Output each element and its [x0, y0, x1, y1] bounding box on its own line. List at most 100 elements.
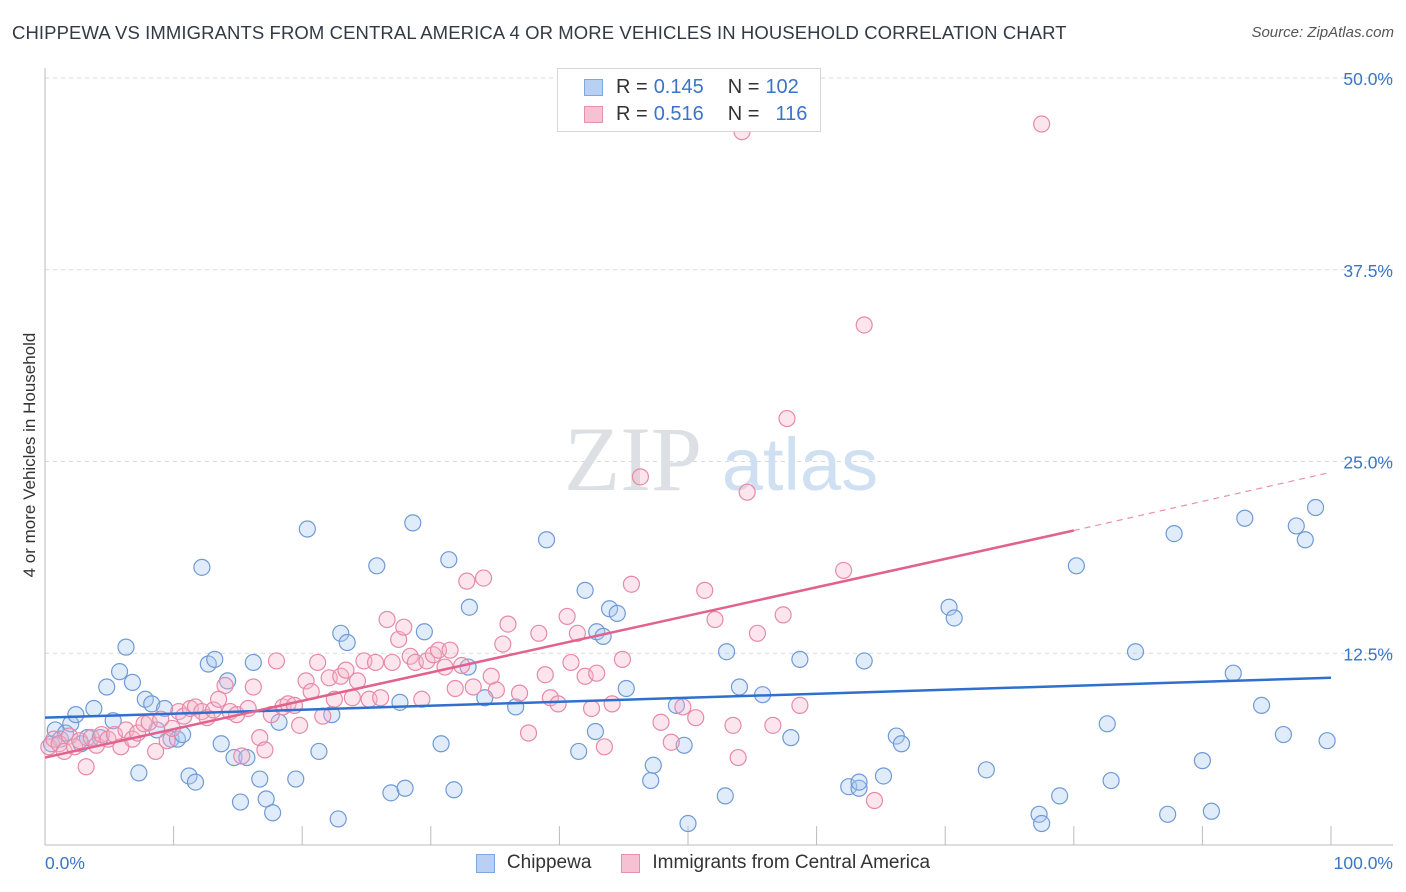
chippewa-point — [117, 638, 135, 656]
central-america-point — [314, 707, 332, 725]
chippewa-point — [1165, 524, 1183, 543]
chippewa-point — [1306, 498, 1325, 517]
legend-swatch-pink — [621, 853, 641, 873]
chippewa-point — [338, 633, 356, 652]
chippewa-point — [940, 598, 958, 616]
axes — [44, 68, 1393, 846]
legend-item-chippewa[interactable]: Chippewa — [475, 852, 591, 874]
legend-label-central-america: Immigrants from Central America — [652, 852, 931, 873]
central-america-point — [791, 696, 809, 715]
central-america-point — [309, 653, 327, 672]
y-tick-label: 25.0% — [1343, 453, 1393, 473]
chippewa-point — [251, 770, 269, 788]
central-america-point — [530, 624, 548, 642]
chippewa-point — [1224, 664, 1242, 682]
y-tick-label: 50.0% — [1343, 69, 1393, 89]
chippewa-point — [791, 650, 809, 668]
gridlines — [45, 77, 1393, 654]
y-tick-label: 37.5% — [1343, 261, 1393, 281]
central-america-point — [595, 738, 614, 756]
legend-r-value: 0.516 — [653, 102, 704, 125]
central-america-point — [696, 581, 714, 599]
legend-swatch-blue — [584, 78, 603, 96]
central-america-point — [60, 727, 79, 745]
x-tick-label: 0.0% — [45, 853, 85, 873]
central-america-point — [778, 409, 796, 428]
central-america-point — [724, 716, 742, 734]
chippewa-point — [1098, 715, 1116, 733]
central-america-point — [210, 690, 228, 708]
chippewa-point — [1067, 557, 1085, 575]
chippewa-point — [1033, 814, 1051, 833]
chippewa-point — [206, 650, 224, 668]
central-america-point — [652, 713, 670, 731]
chippewa-point — [1296, 531, 1314, 549]
legend-n-value: 102 — [765, 75, 799, 98]
chippewa-point — [212, 735, 230, 753]
chippewa-point — [332, 624, 350, 642]
central-america-point — [622, 575, 641, 593]
chippewa-point — [1159, 805, 1177, 823]
chippewa-point — [855, 652, 873, 670]
central-america-point — [244, 678, 262, 696]
central-america-point — [519, 724, 538, 742]
legend-n-label: N = — [727, 102, 760, 125]
central-america-point — [674, 698, 692, 716]
chippewa-point — [717, 643, 736, 661]
central-america-point — [774, 606, 792, 624]
central-america-point — [855, 316, 873, 334]
central-america-point — [562, 653, 580, 672]
chippewa-point — [1236, 509, 1254, 527]
central-america-point — [536, 666, 554, 684]
series-central-america-points — [40, 115, 1051, 810]
chippewa-point — [874, 767, 893, 785]
central-america-point — [510, 684, 529, 702]
legend-n-label: N = — [727, 75, 760, 98]
chippewa-point — [368, 557, 386, 575]
central-america-point — [549, 695, 567, 713]
chippewa-point — [155, 699, 174, 718]
chippewa-point — [310, 742, 328, 761]
chippewa-point — [850, 773, 868, 791]
central-america-point — [146, 742, 165, 761]
chippewa-point — [1274, 725, 1293, 744]
chippewa-point — [716, 787, 734, 805]
source-label: Source: ZipAtlas.com — [1251, 24, 1394, 41]
central-america-point — [662, 733, 680, 751]
chippewa-point — [143, 695, 161, 713]
watermark-zip: ZIP — [564, 408, 702, 510]
central-america-point — [297, 672, 315, 690]
central-america-point — [764, 716, 782, 734]
chippewa-point — [1202, 802, 1221, 820]
chippewa-point — [1051, 787, 1069, 805]
chippewa-point — [432, 735, 450, 753]
chippewa-point — [1126, 643, 1145, 661]
legend-n-value: 116 — [775, 102, 808, 125]
central-america-point — [494, 635, 512, 653]
central-america-point — [424, 646, 442, 664]
central-america-point — [588, 664, 606, 682]
central-america-point — [458, 572, 476, 590]
central-america-point — [865, 791, 884, 810]
legend-item-central-america[interactable]: Immigrants from Central America — [621, 852, 930, 874]
chippewa-point — [186, 773, 205, 791]
central-america-point — [706, 610, 724, 629]
central-america-point — [499, 615, 517, 633]
central-america-point — [729, 748, 747, 767]
central-america-point — [216, 676, 234, 695]
chippewa-point — [257, 790, 275, 808]
watermark: ZIP atlas — [564, 408, 878, 510]
central-america-point — [487, 681, 505, 699]
chippewa-point — [679, 814, 697, 833]
chippewa-point — [576, 581, 594, 599]
chippewa-point — [945, 609, 963, 627]
chippewa-point — [586, 722, 605, 741]
central-america-point — [748, 624, 767, 642]
central-america-point — [1033, 115, 1051, 133]
series-chippewa-points — [42, 498, 1336, 833]
chippewa-point — [264, 804, 282, 822]
chippewa-point — [98, 678, 116, 696]
chippewa-point — [675, 736, 693, 754]
central-america-point — [603, 695, 621, 713]
